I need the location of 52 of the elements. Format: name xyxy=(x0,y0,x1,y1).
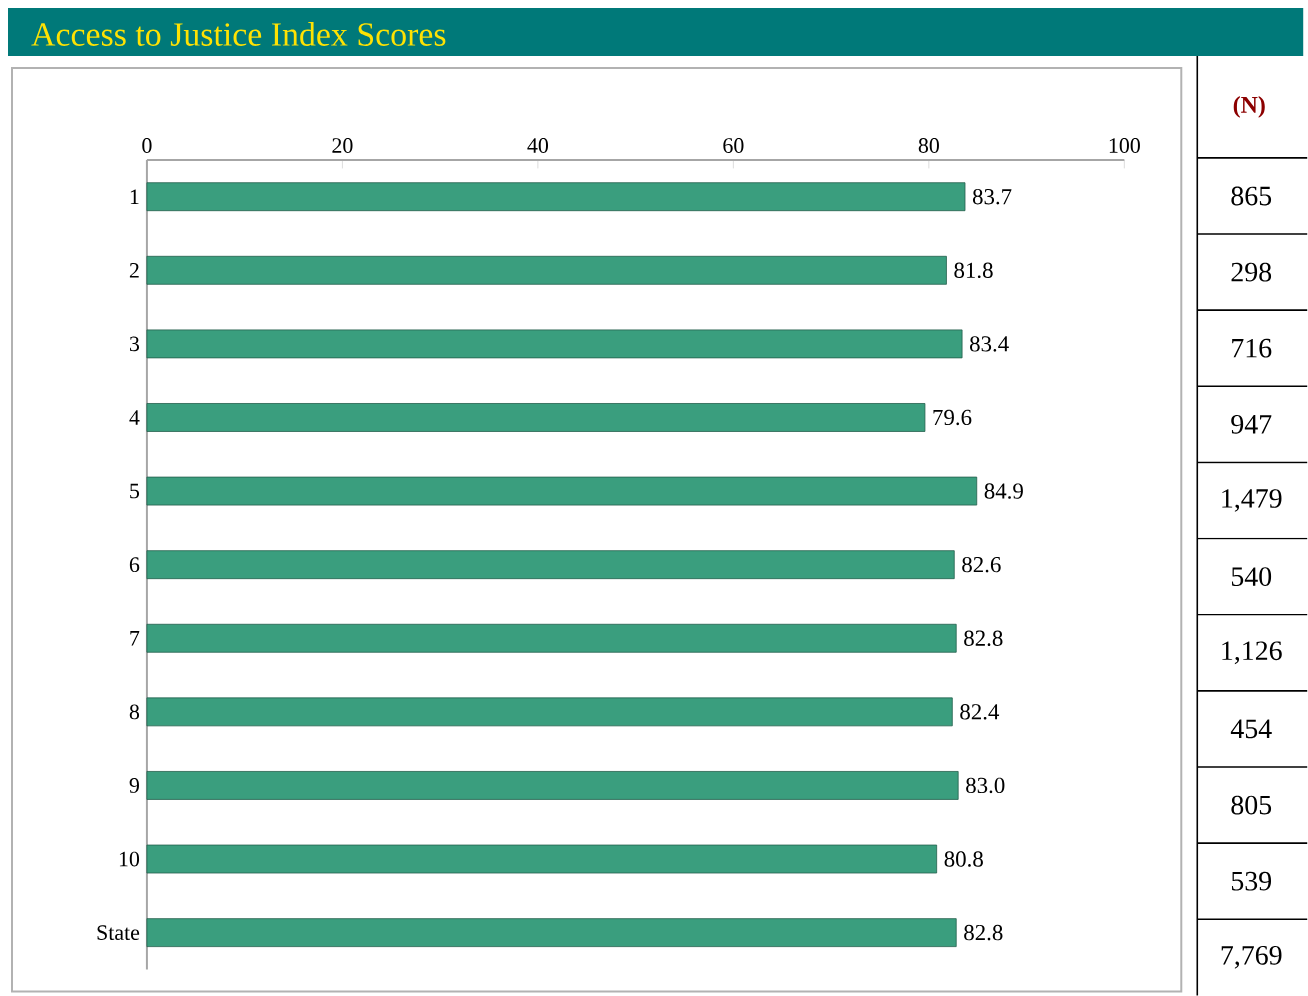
y-tick-label: State xyxy=(97,925,140,940)
data-label: 82.8 xyxy=(964,630,1003,646)
bar xyxy=(146,329,963,359)
text: (N) xyxy=(1233,96,1265,118)
bar xyxy=(146,844,938,874)
data-label: 80.8 xyxy=(944,851,983,867)
y-tick-label: 8 xyxy=(129,704,140,720)
y-tick-label: 2 xyxy=(129,262,139,278)
y-tick-label: 10 xyxy=(119,851,140,867)
text: 539 xyxy=(1231,871,1272,891)
x-tick-label: 100 xyxy=(1109,138,1140,153)
x-tick-label: 0 xyxy=(142,138,152,153)
text: 947 xyxy=(1231,414,1272,434)
y-tick-label: 4 xyxy=(129,410,140,425)
bar xyxy=(146,476,978,506)
y-tick-label: 5 xyxy=(130,483,140,499)
chart-title: Access to Justice Index Scores xyxy=(31,21,446,46)
text: 865 xyxy=(1231,186,1272,206)
text: 716 xyxy=(1232,338,1272,358)
bar xyxy=(146,182,966,212)
text: 298 xyxy=(1231,262,1272,282)
data-label: 82.8 xyxy=(964,924,1003,941)
bar xyxy=(146,770,959,800)
x-tick-label: 40 xyxy=(527,138,549,153)
text: 454 xyxy=(1230,719,1272,739)
data-label: 83.0 xyxy=(966,777,1005,794)
data-label: 82.6 xyxy=(962,556,1001,573)
bar xyxy=(146,918,957,947)
y-tick-label: 7 xyxy=(130,631,140,646)
text: 805 xyxy=(1231,795,1272,815)
x-tick-label: 20 xyxy=(332,138,353,153)
y-tick-label: 1 xyxy=(130,189,139,204)
y-tick-label: 3 xyxy=(130,336,140,352)
x-tick-label: 80 xyxy=(918,138,939,153)
data-label: 83.4 xyxy=(969,336,1009,352)
bar xyxy=(146,255,947,285)
data-label: 81.8 xyxy=(954,262,993,278)
text: 7,769 xyxy=(1221,945,1282,969)
bar xyxy=(146,697,953,727)
bar xyxy=(146,403,926,432)
y-tick-label: 6 xyxy=(129,557,140,572)
y-tick-label: 9 xyxy=(129,778,139,793)
data-label: 82.4 xyxy=(960,704,1000,720)
text: 1,126 xyxy=(1222,641,1282,665)
text: 1,479 xyxy=(1222,489,1282,512)
bar xyxy=(146,623,957,653)
x-tick-label: 60 xyxy=(723,138,744,153)
text: 540 xyxy=(1231,567,1272,586)
data-label: 79.6 xyxy=(933,409,972,426)
data-label: 84.9 xyxy=(984,483,1023,499)
bar xyxy=(146,550,955,579)
data-label: 83.7 xyxy=(972,188,1012,205)
